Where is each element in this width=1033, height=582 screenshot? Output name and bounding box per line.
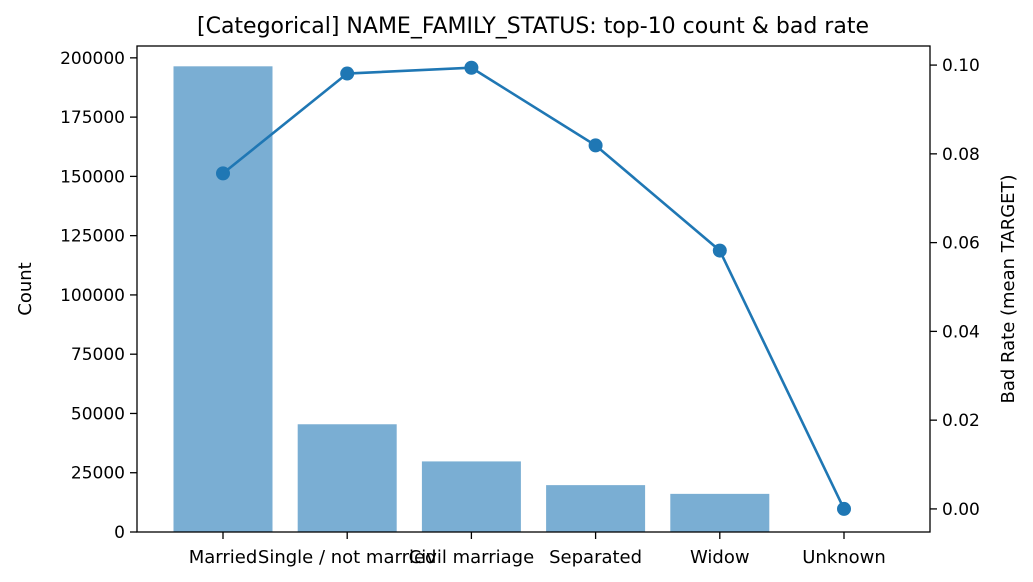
- plot-frame: [136, 45, 931, 533]
- bar: [297, 424, 397, 532]
- bad-rate-point: [712, 243, 727, 258]
- bad-rate-line: [222, 66, 846, 510]
- x-tick-label: Single / not married: [258, 547, 437, 568]
- left-tick-label: 100000: [60, 286, 125, 306]
- left-tick-label: 150000: [60, 167, 125, 187]
- x-tick-label: Separated: [549, 547, 642, 568]
- left-tick-label: 25000: [71, 464, 125, 484]
- y-axis-label-right: Bad Rate (mean TARGET): [998, 174, 1019, 403]
- right-tick-label: 0.08: [942, 145, 980, 165]
- bar: [670, 493, 770, 532]
- bad-rate-point: [464, 60, 479, 75]
- bar: [546, 485, 646, 532]
- chart-title: [Categorical] NAME_FAMILY_STATUS: top-10…: [197, 14, 869, 39]
- right-tick-label: 0.06: [942, 234, 980, 254]
- left-tick-label: 200000: [60, 49, 125, 69]
- left-axis: 0 25000 50000 75000 100000 125000 150000 175000…: [60, 49, 137, 543]
- x-tick-label: Unknown: [802, 547, 886, 568]
- right-tick-label: 0.00: [942, 500, 980, 520]
- left-tick-label: 0: [114, 523, 125, 543]
- right-tick-label: 0.02: [942, 411, 980, 431]
- bar-series: [173, 66, 894, 532]
- right-tick-label: 0.04: [942, 322, 980, 342]
- bad-rate-point: [340, 66, 355, 81]
- y-axis-label: Count: [15, 262, 36, 315]
- left-tick-label: 50000: [71, 404, 125, 424]
- right-axis: 0.00 0.02 0.04 0.06 0.08 0.10: [930, 56, 980, 520]
- bad-rate-point: [216, 166, 230, 181]
- x-tick-label: Civil marriage: [409, 547, 535, 568]
- bad-rate-point: [588, 138, 603, 153]
- bad-rate-point: [837, 501, 851, 516]
- bad-rate-series: [216, 60, 851, 516]
- bar: [421, 461, 521, 532]
- left-tick-label: 125000: [60, 227, 125, 247]
- left-tick-label: 75000: [71, 345, 125, 365]
- right-tick-label: 0.10: [942, 56, 980, 76]
- bar: [173, 66, 273, 532]
- left-tick-label: 175000: [60, 108, 125, 128]
- x-tick-label: Widow: [690, 547, 750, 568]
- x-tick-label: Married: [189, 547, 258, 568]
